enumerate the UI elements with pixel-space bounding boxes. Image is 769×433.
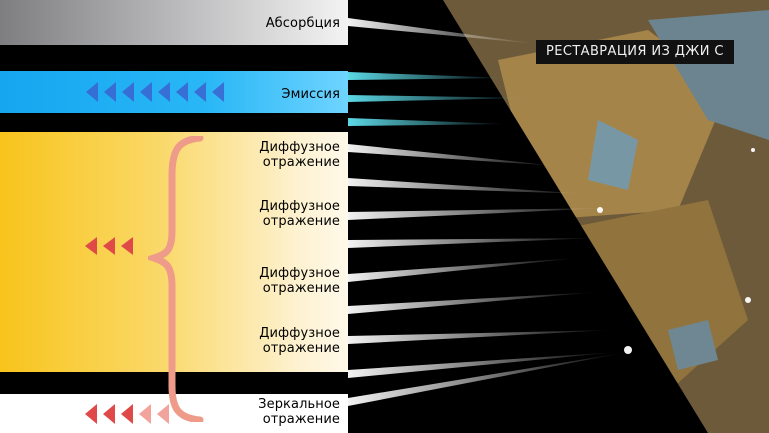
curly-brace-icon xyxy=(148,136,204,422)
diffuse-reflection-label: Диффузное отражение xyxy=(259,140,340,170)
photo-caption: РЕСТАВРАЦИЯ ИЗ ДЖИ С xyxy=(536,40,734,64)
legend-panel: Абсорбция Эмиссия Диффузное отражение Ди… xyxy=(0,0,348,433)
diffuse-reflection-label: Диффузное отражение xyxy=(259,326,340,356)
emission-arrows xyxy=(86,82,224,102)
left-arrow-icon xyxy=(158,82,170,102)
left-arrow-icon xyxy=(103,404,115,424)
absorption-band xyxy=(0,0,348,45)
emission-band xyxy=(0,71,348,113)
specular-arrows xyxy=(85,404,169,424)
specular-reflection-label: Зеркальное отражение xyxy=(258,397,340,427)
left-arrow-icon xyxy=(121,404,133,424)
left-arrow-icon xyxy=(104,82,116,102)
absorption-label: Абсорбция xyxy=(265,16,340,31)
left-arrow-icon xyxy=(140,82,152,102)
left-arrow-icon xyxy=(121,237,133,255)
left-arrow-icon xyxy=(103,237,115,255)
left-arrow-icon xyxy=(194,82,206,102)
diffuse-arrows xyxy=(85,237,133,255)
diffuse-reflection-label: Диффузное отражение xyxy=(259,199,340,229)
light-rays-illustration xyxy=(348,0,769,433)
left-arrow-icon xyxy=(122,82,134,102)
left-arrow-icon xyxy=(86,82,98,102)
left-arrow-icon xyxy=(139,404,151,424)
left-arrow-icon xyxy=(157,404,169,424)
left-arrow-icon xyxy=(176,82,188,102)
diffuse-reflection-label: Диффузное отражение xyxy=(259,266,340,296)
left-arrow-icon xyxy=(85,237,97,255)
emission-label: Эмиссия xyxy=(281,87,340,102)
restoration-photo: РЕСТАВРАЦИЯ ИЗ ДЖИ С xyxy=(348,0,769,433)
left-arrow-icon xyxy=(212,82,224,102)
left-arrow-icon xyxy=(85,404,97,424)
